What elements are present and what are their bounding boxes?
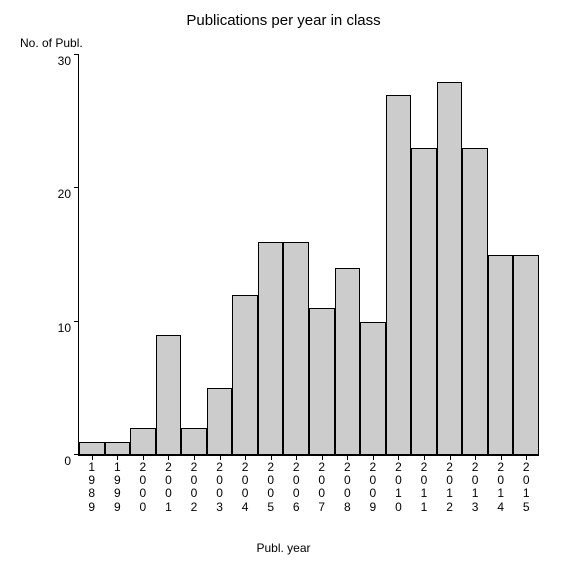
bar [105, 442, 131, 455]
bar [335, 268, 361, 455]
x-tick-label: 2 0 0 8 [341, 455, 353, 514]
bar [462, 148, 488, 455]
y-tick-mark [74, 54, 79, 55]
x-tick-label: 2 0 0 7 [316, 455, 328, 514]
bar [130, 428, 156, 455]
y-tick-label: 10 [58, 321, 79, 335]
y-tick-label: 0 [64, 454, 79, 468]
bar [181, 428, 207, 455]
x-axis-label: Publ. year [0, 541, 567, 555]
x-tick-label: 2 0 1 1 [418, 455, 430, 514]
bar [488, 255, 514, 455]
x-tick-label: 2 0 1 0 [392, 455, 404, 514]
y-tick-label: 30 [58, 54, 79, 68]
bar [513, 255, 539, 455]
x-tick-label: 2 0 1 4 [495, 455, 507, 514]
x-tick-label: 2 0 0 0 [137, 455, 149, 514]
x-tick-label: 2 0 1 5 [520, 455, 532, 514]
bar [386, 95, 412, 455]
x-tick-label: 2 0 0 2 [188, 455, 200, 514]
x-tick-label: 1 9 9 9 [111, 455, 123, 514]
x-tick-label: 2 0 0 1 [162, 455, 174, 514]
plot-area: 01020301 9 8 91 9 9 92 0 0 02 0 0 12 0 0… [78, 55, 539, 456]
bar [411, 148, 437, 455]
x-tick-label: 2 0 0 9 [367, 455, 379, 514]
x-tick-label: 2 0 0 4 [239, 455, 251, 514]
x-tick-label: 1 9 8 9 [86, 455, 98, 514]
bar [207, 388, 233, 455]
y-axis-label: No. of Publ. [20, 36, 83, 50]
bar [283, 242, 309, 455]
bar [309, 308, 335, 455]
y-tick-label: 20 [58, 187, 79, 201]
x-tick-label: 2 0 1 2 [444, 455, 456, 514]
bar [360, 322, 386, 455]
chart-title: Publications per year in class [0, 12, 567, 29]
chart-container: Publications per year in class No. of Pu… [0, 0, 567, 567]
x-tick-label: 2 0 0 3 [214, 455, 226, 514]
bar [437, 82, 463, 455]
bar [79, 442, 105, 455]
y-tick-mark [74, 321, 79, 322]
y-tick-mark [74, 187, 79, 188]
x-tick-label: 2 0 1 3 [469, 455, 481, 514]
bar [258, 242, 284, 455]
bar [232, 295, 258, 455]
x-tick-label: 2 0 0 6 [290, 455, 302, 514]
bar [156, 335, 182, 455]
x-tick-label: 2 0 0 5 [265, 455, 277, 514]
